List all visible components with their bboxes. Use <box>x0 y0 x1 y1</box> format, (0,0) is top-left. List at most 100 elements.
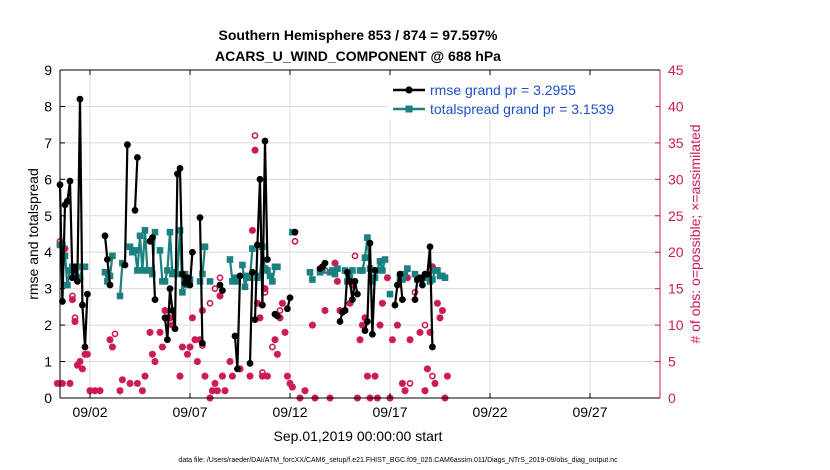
obs-assimilated-marker <box>228 372 236 380</box>
totalspread-point <box>434 267 441 274</box>
totalspread-point <box>364 234 371 241</box>
obs-assimilated-marker <box>138 387 146 395</box>
obs-assimilated-marker <box>91 387 99 395</box>
obs-assimilated-marker <box>161 307 169 315</box>
legend-box <box>387 76 656 120</box>
obs-assimilated-marker <box>251 146 259 154</box>
rmse-line <box>393 272 404 306</box>
obs-assimilated-marker <box>218 372 226 380</box>
obs-assimilated-marker <box>226 358 234 366</box>
rmse-point <box>341 307 349 314</box>
rmse-point <box>419 281 426 289</box>
obs-assimilated-marker <box>66 379 74 387</box>
rmse-line <box>123 144 129 265</box>
rmse-point <box>371 267 379 274</box>
totalspread-point <box>249 245 256 252</box>
obs-assimilated-marker <box>216 292 224 300</box>
obs-assimilated-marker <box>186 343 194 351</box>
rmse-point <box>344 268 351 276</box>
totalspread-point <box>136 232 144 240</box>
obs-assimilated-marker <box>246 372 254 380</box>
obs-assimilated-marker <box>421 387 429 395</box>
totalspread-point <box>104 278 111 285</box>
obs-assimilated-marker <box>196 336 204 344</box>
rmse-line <box>248 272 254 364</box>
totalspread-point <box>76 274 84 282</box>
totalspread-point <box>59 241 66 249</box>
totalspread-point <box>61 252 69 260</box>
obs-assimilated-marker <box>333 277 341 285</box>
totalspread-point <box>126 243 134 251</box>
totalspread-point <box>206 278 214 285</box>
y-axis-label-left: rmse and totalspread <box>25 168 41 300</box>
obs-assimilated-marker <box>221 387 229 395</box>
totalspread-point <box>334 265 341 272</box>
rmse-point <box>134 154 141 161</box>
y-tick-label-right: 10 <box>668 317 684 333</box>
totalspread-point <box>274 263 281 271</box>
rmse-point <box>169 307 176 314</box>
rmse-point <box>106 281 114 289</box>
obs-assimilated-marker <box>253 299 261 307</box>
obs-assimilated-marker <box>301 387 309 395</box>
obs-assimilated-marker <box>86 387 94 395</box>
obs-assimilated-marker <box>271 336 279 344</box>
y-tick-label-right: 25 <box>668 208 684 224</box>
rmse-point <box>151 296 159 303</box>
totalspread-point <box>264 267 271 274</box>
totalspread-point <box>331 270 339 278</box>
rmse-point <box>234 365 241 373</box>
obs-assimilated-marker <box>383 274 391 282</box>
obs-possible-marker <box>268 343 276 351</box>
totalspread-point <box>176 227 184 234</box>
totalspread-point <box>116 292 124 300</box>
obs-assimilated-marker <box>78 365 86 373</box>
obs-assimilated-marker <box>376 321 384 329</box>
rmse-point <box>121 261 129 269</box>
totalspread-point <box>429 276 436 283</box>
obs-possible-marker <box>211 285 219 293</box>
obs-possible-marker <box>291 237 299 245</box>
rmse-point <box>349 296 356 303</box>
y-tick-label-left: 2 <box>44 317 52 333</box>
totalspread-point <box>174 270 181 278</box>
rmse-line <box>58 98 89 349</box>
rmse-point <box>131 206 139 214</box>
obs-assimilated-marker <box>426 328 434 336</box>
rmse-point <box>74 277 81 285</box>
rmse-point <box>336 318 344 325</box>
rmse-point <box>361 327 369 334</box>
obs-possible-marker <box>251 132 259 139</box>
rmse-point <box>246 359 254 367</box>
totalspread-point <box>131 247 139 254</box>
rmse-point <box>76 95 84 103</box>
totalspread-point <box>241 283 249 291</box>
y-tick-label-left: 3 <box>44 281 52 297</box>
obs-assimilated-marker <box>146 328 154 336</box>
rmse-point <box>429 343 436 351</box>
totalspread-point <box>234 278 241 285</box>
rmse-point <box>101 232 109 240</box>
rmse-point <box>66 177 74 185</box>
totalspread-point <box>404 265 411 272</box>
totalspread-point <box>196 278 204 285</box>
totalspread-line <box>118 263 124 297</box>
rmse-point <box>176 165 184 172</box>
plot-axes-frame <box>60 70 660 398</box>
rmse-point <box>161 314 169 322</box>
obs-assimilated-marker <box>258 372 266 380</box>
obs-assimilated-marker <box>178 343 186 351</box>
x-axis-label: Sep.01,2019 00:00:00 start <box>274 428 443 444</box>
obs-assimilated-marker <box>176 372 184 380</box>
obs-possible-marker <box>351 252 359 260</box>
rmse-point <box>369 330 376 338</box>
obs-assimilated-marker <box>286 379 294 387</box>
rmse-point <box>366 239 374 247</box>
totalspread-point <box>441 274 449 282</box>
obs-assimilated-marker <box>61 245 69 253</box>
totalspread-point <box>179 289 186 296</box>
totalspread-point <box>166 228 174 236</box>
totalspread-point <box>256 272 264 280</box>
obs-assimilated-marker <box>436 314 444 322</box>
